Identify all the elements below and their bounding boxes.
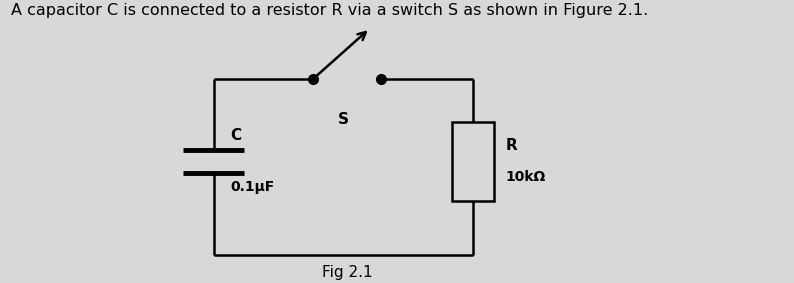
Text: C: C	[230, 128, 241, 143]
Bar	[452, 122, 495, 201]
Text: A capacitor C is connected to a resistor R via a switch S as shown in Figure 2.1: A capacitor C is connected to a resistor…	[11, 3, 649, 18]
Text: R: R	[506, 138, 518, 153]
Text: 0.1μF: 0.1μF	[230, 180, 275, 194]
Text: S: S	[337, 112, 349, 127]
Text: Fig 2.1: Fig 2.1	[322, 265, 372, 280]
Text: 10kΩ: 10kΩ	[506, 170, 546, 184]
